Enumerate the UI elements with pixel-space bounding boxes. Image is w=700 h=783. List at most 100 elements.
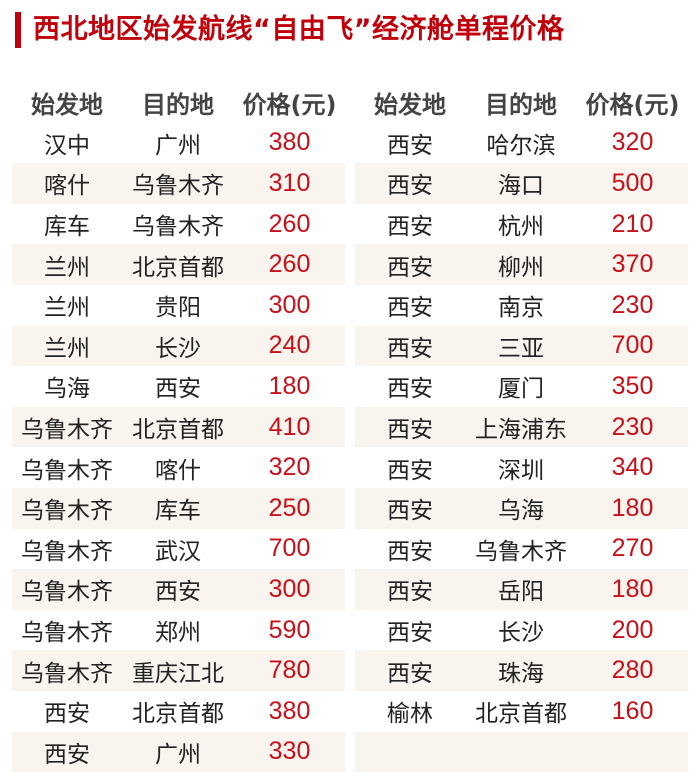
price-cell: 380 [268, 128, 311, 157]
price-cell: 240 [268, 331, 311, 360]
destination-cell: 喀什 [155, 457, 201, 484]
column-header: 价格(元) [242, 90, 337, 119]
table-row: 西安 广州 330 [12, 731, 345, 773]
table-row: 西安 三亚 700 [355, 325, 688, 367]
price-cell: 310 [268, 168, 311, 197]
destination-cell: 三亚 [498, 335, 544, 362]
origin-cell: 乌鲁木齐 [21, 457, 113, 484]
destination-cell: 厦门 [498, 376, 544, 403]
price-cell: 260 [268, 250, 311, 279]
destination-cell: 广州 [155, 741, 201, 768]
origin-cell: 西安 [387, 335, 433, 362]
table-row: 兰州 长沙 240 [12, 325, 345, 367]
table-header-row: 始发地 目的地 价格(元) [355, 82, 688, 123]
table-row: 库车 乌鲁木齐 260 [12, 204, 345, 245]
table-header-row: 始发地 目的地 价格(元) [12, 82, 345, 123]
price-cell: 230 [611, 290, 654, 319]
destination-cell: 广州 [155, 132, 201, 159]
origin-cell: 兰州 [44, 254, 90, 281]
column-header: 价格(元) [585, 90, 680, 119]
destination-cell: 海口 [498, 173, 544, 200]
price-cell: 200 [611, 615, 654, 644]
destination-cell: 北京首都 [132, 254, 224, 281]
table-row: 乌鲁木齐 重庆江北 780 [12, 650, 345, 691]
origin-cell: 西安 [44, 741, 90, 768]
title-accent-bar [15, 12, 21, 48]
price-cell: 340 [611, 453, 654, 482]
table-row: 西安 柳州 370 [355, 244, 688, 285]
origin-cell: 乌鲁木齐 [21, 538, 113, 565]
destination-cell: 哈尔滨 [486, 132, 556, 159]
destination-cell: 北京首都 [132, 417, 224, 444]
origin-cell: 喀什 [44, 173, 90, 200]
destination-cell: 乌鲁木齐 [132, 214, 224, 241]
table-row: 西安 上海浦东 230 [355, 406, 688, 448]
price-cell: 590 [268, 615, 311, 644]
origin-cell: 乌鲁木齐 [21, 660, 113, 687]
table-row: 乌鲁木齐 北京首都 410 [12, 406, 345, 448]
origin-cell: 库车 [44, 214, 90, 241]
destination-cell: 乌海 [498, 498, 544, 525]
origin-cell: 西安 [387, 660, 433, 687]
price-cell: 210 [611, 209, 654, 238]
origin-cell: 兰州 [44, 335, 90, 362]
destination-cell: 岳阳 [498, 579, 544, 606]
price-cell: 180 [611, 493, 654, 522]
price-cell: 350 [611, 371, 654, 400]
table-row: 西安 海口 500 [355, 163, 688, 204]
table-row: 乌鲁木齐 库车 250 [12, 487, 345, 529]
origin-cell: 榆林 [387, 701, 433, 728]
origin-cell: 西安 [387, 295, 433, 322]
price-cell: 700 [268, 534, 311, 563]
price-cell: 500 [611, 168, 654, 197]
destination-cell: 北京首都 [475, 701, 567, 728]
origin-cell: 西安 [387, 173, 433, 200]
table-row: 乌鲁木齐 武汉 700 [12, 529, 345, 570]
origin-cell: 西安 [387, 457, 433, 484]
table-row: 西安 厦门 350 [355, 366, 688, 407]
origin-cell: 乌鲁木齐 [21, 498, 113, 525]
destination-cell: 郑州 [155, 620, 201, 647]
table-row: 汉中 广州 380 [12, 123, 345, 164]
price-cell: 300 [268, 574, 311, 603]
table-row: 西安 深圳 340 [355, 447, 688, 488]
table-row: 乌鲁木齐 郑州 590 [12, 610, 345, 651]
table-row: 乌海 西安 180 [12, 366, 345, 407]
page-title: 西北地区始发航线“自由飞”经济舱单程价格 [33, 14, 565, 45]
table-row: 西安 岳阳 180 [355, 569, 688, 610]
origin-cell: 西安 [387, 579, 433, 606]
table-row: 乌鲁木齐 西安 300 [12, 569, 345, 610]
origin-cell: 西安 [387, 498, 433, 525]
origin-cell: 兰州 [44, 295, 90, 322]
price-cell: 260 [268, 209, 311, 238]
price-cell: 300 [268, 290, 311, 319]
origin-cell: 乌鲁木齐 [21, 417, 113, 444]
column-header: 始发地 [374, 90, 446, 119]
origin-cell: 乌鲁木齐 [21, 620, 113, 647]
table-row [355, 731, 688, 773]
origin-cell: 西安 [387, 417, 433, 444]
price-cell: 320 [268, 453, 311, 482]
price-cell: 410 [268, 412, 311, 441]
price-cell: 180 [611, 574, 654, 603]
table-row: 兰州 贵阳 300 [12, 285, 345, 326]
destination-cell: 上海浦东 [475, 417, 567, 444]
destination-cell: 珠海 [498, 660, 544, 687]
table-row: 西安 乌海 180 [355, 487, 688, 529]
origin-cell: 西安 [44, 701, 90, 728]
destination-cell: 重庆江北 [132, 660, 224, 687]
table-row: 乌鲁木齐 喀什 320 [12, 447, 345, 488]
price-cell: 180 [268, 371, 311, 400]
destination-cell: 贵阳 [155, 295, 201, 322]
destination-cell: 南京 [498, 295, 544, 322]
table-row: 西安 珠海 280 [355, 650, 688, 691]
column-header: 始发地 [31, 90, 103, 119]
origin-cell: 西安 [387, 620, 433, 647]
table-row: 兰州 北京首都 260 [12, 244, 345, 285]
left-price-table: 始发地 目的地 价格(元) 汉中 广州 380 喀什 乌鲁木齐 310 库车 乌鲁木… [12, 82, 345, 773]
table-row: 西安 乌鲁木齐 270 [355, 529, 688, 570]
price-cell: 320 [611, 128, 654, 157]
price-cell: 270 [611, 534, 654, 563]
destination-cell: 西安 [155, 579, 201, 606]
table-row: 西安 南京 230 [355, 285, 688, 326]
